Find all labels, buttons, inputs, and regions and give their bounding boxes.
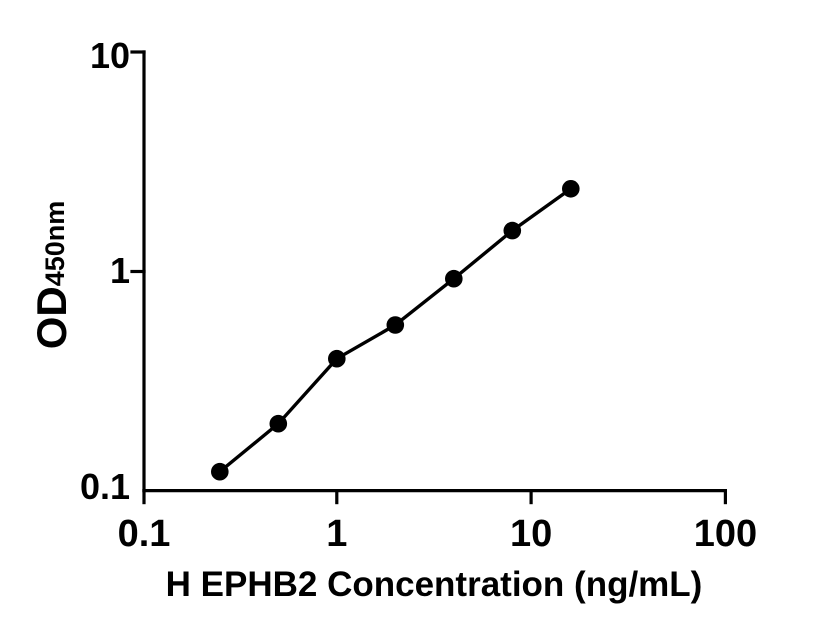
svg-text:0.1: 0.1: [118, 513, 171, 555]
svg-text:100: 100: [694, 513, 757, 555]
svg-text:10: 10: [510, 513, 552, 555]
svg-text:1: 1: [326, 513, 347, 555]
svg-text:10: 10: [90, 35, 130, 76]
svg-text:0.1: 0.1: [80, 466, 130, 507]
svg-text:H EPHB2 Concentration (ng/mL): H EPHB2 Concentration (ng/mL): [166, 565, 703, 604]
svg-text:1: 1: [110, 250, 130, 291]
